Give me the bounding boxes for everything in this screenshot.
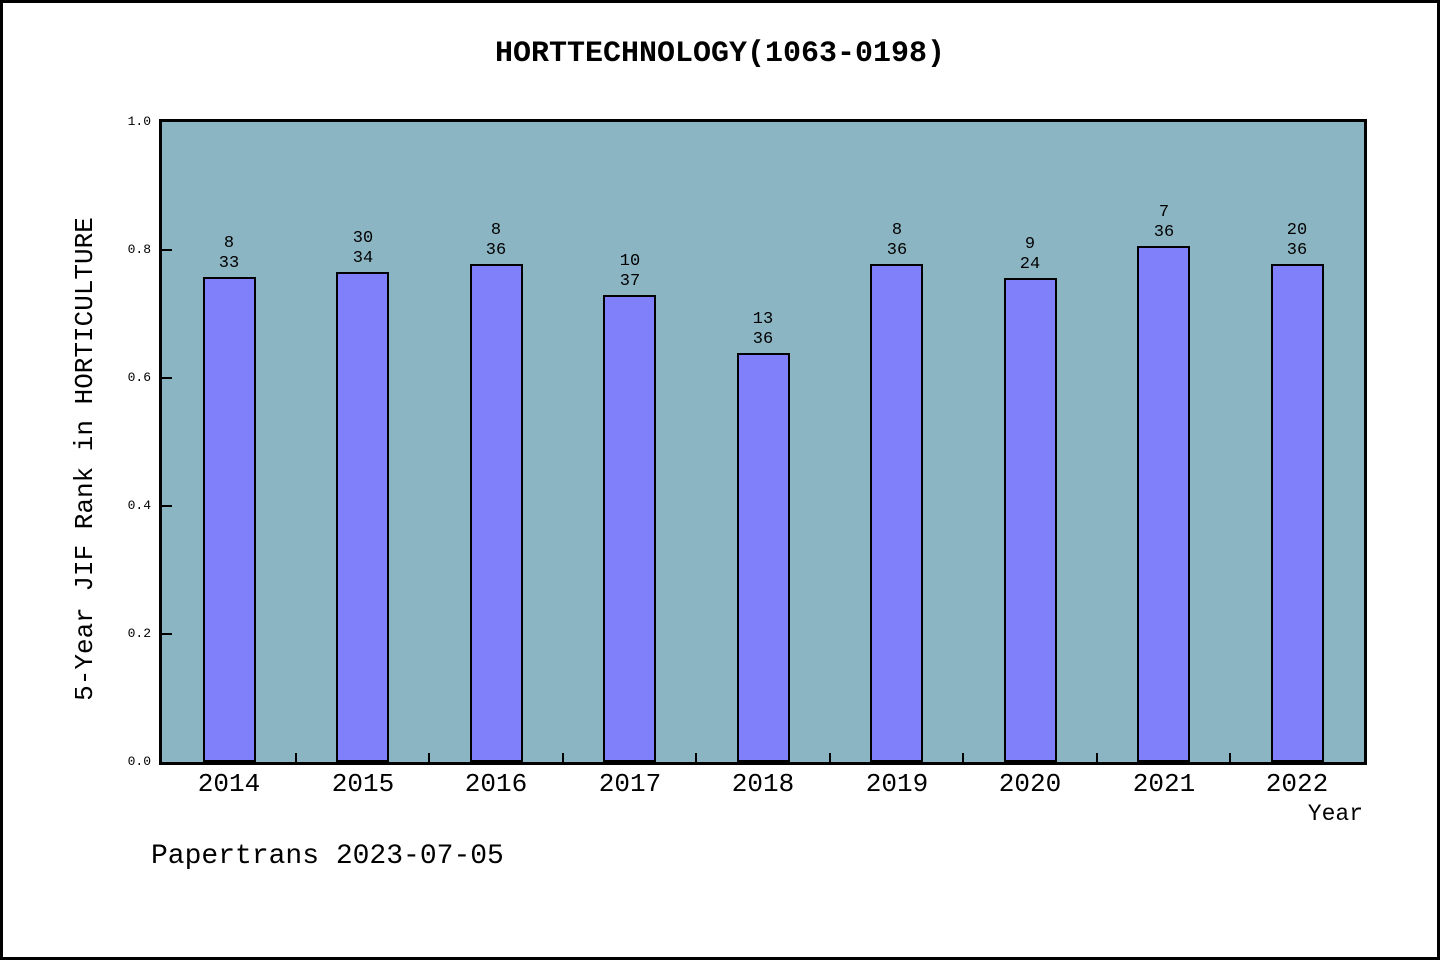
bar-value-label: 9 24 — [1019, 235, 1041, 274]
chart-title: HORTTECHNOLOGY(1063-0198) — [494, 37, 946, 71]
y-tick-label: 0.8 — [127, 242, 151, 257]
y-tick-label: 0.2 — [127, 626, 151, 641]
y-axis-tick — [162, 505, 172, 507]
x-tick-label-2022: 2022 — [1265, 769, 1329, 799]
bar-value-label: 8 33 — [218, 234, 240, 273]
x-axis-minor-tick — [962, 753, 965, 762]
footer-watermark: Papertrans 2023-07-05 — [151, 841, 504, 872]
y-tick-label: 0.6 — [127, 370, 151, 385]
y-tick-label: 0.4 — [127, 498, 151, 513]
bar-value-label: 8 36 — [886, 221, 908, 260]
x-tick-label-2018: 2018 — [731, 769, 795, 799]
bar-2021 — [1137, 246, 1190, 762]
bar-2017 — [603, 295, 656, 762]
y-axis-tick — [162, 377, 172, 379]
bar-2014 — [203, 277, 256, 762]
x-axis-label: Year — [1307, 801, 1363, 827]
x-axis-minor-tick — [1095, 753, 1098, 762]
bar-2018 — [737, 353, 790, 762]
bar-value-label: 20 36 — [1286, 221, 1308, 260]
plot-area: 8 33 30 34 8 36 10 37 13 36 8 36 9 24 7 36 20 36 — [159, 119, 1367, 765]
bar-value-label: 8 36 — [485, 221, 507, 260]
x-axis-minor-tick — [561, 753, 564, 762]
y-tick-label: 0.0 — [127, 754, 151, 769]
x-tick-label-2015: 2015 — [331, 769, 395, 799]
x-axis-minor-tick — [695, 753, 698, 762]
x-axis-minor-tick — [428, 753, 431, 762]
x-tick-label-2017: 2017 — [598, 769, 662, 799]
x-tick-label-2021: 2021 — [1132, 769, 1196, 799]
bar-2015 — [336, 272, 389, 762]
bar-value-label: 30 34 — [352, 229, 374, 268]
bar-2022 — [1271, 264, 1324, 762]
bar-2019 — [870, 264, 923, 762]
x-axis-minor-tick — [828, 753, 831, 762]
y-axis-tick — [162, 249, 172, 251]
x-tick-label-2020: 2020 — [998, 769, 1062, 799]
bar-value-label: 7 36 — [1153, 203, 1175, 242]
bar-2016 — [470, 264, 523, 762]
bar-value-label: 13 36 — [752, 310, 774, 349]
x-axis-minor-tick — [294, 753, 297, 762]
bar-value-label: 10 37 — [619, 252, 641, 291]
x-tick-label-2014: 2014 — [197, 769, 261, 799]
x-tick-label-2019: 2019 — [865, 769, 929, 799]
bar-2020 — [1004, 278, 1057, 762]
y-tick-label: 1.0 — [127, 114, 151, 129]
x-tick-label-2016: 2016 — [464, 769, 528, 799]
x-axis-minor-tick — [1229, 753, 1232, 762]
y-axis-tick — [162, 633, 172, 635]
